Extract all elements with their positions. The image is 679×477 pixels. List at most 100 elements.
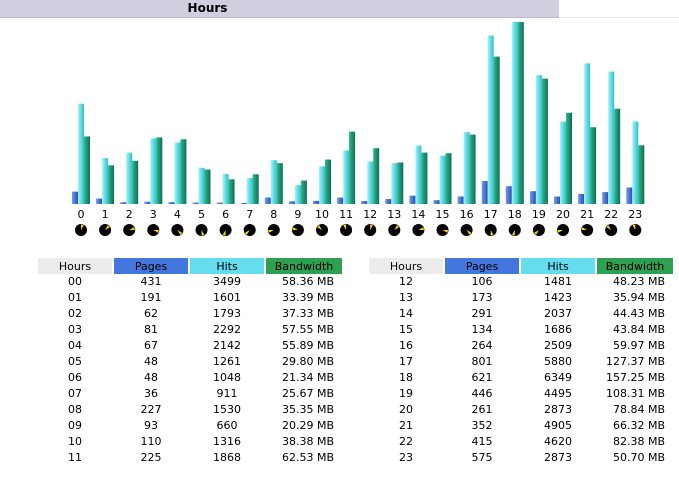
bar-bandwidth-22 <box>614 108 621 204</box>
bar-pages-9 <box>288 201 295 204</box>
hour-label-6: 6 <box>222 208 229 221</box>
bar-bandwidth-12 <box>373 148 380 204</box>
cell-hits: 5880 <box>544 355 572 368</box>
cell-hour: 07 <box>68 387 82 400</box>
cell-pages: 36 <box>144 387 158 400</box>
cell-hits: 2509 <box>544 339 572 352</box>
bar-bandwidth-14 <box>421 152 428 204</box>
cell-hits: 4905 <box>544 419 572 432</box>
clock-hand-8 <box>268 230 274 233</box>
cell-pages: 446 <box>471 387 493 400</box>
cell-bandwidth: 33.39 MB <box>281 291 334 304</box>
cell-hits: 2142 <box>213 339 241 352</box>
cell-pages: 93 <box>144 419 158 432</box>
table-row: 15 134 1686 43.84 MB <box>369 322 673 338</box>
bar-pages-4 <box>168 202 175 204</box>
clock-hand-20 <box>557 230 563 233</box>
cell-pages: 81 <box>144 323 158 336</box>
cell-hour: 12 <box>399 275 413 288</box>
clock-hand-21 <box>581 227 588 230</box>
cell-hour: 20 <box>399 403 413 416</box>
col-header-bandwidth: Bandwidth <box>597 258 673 274</box>
bar-bandwidth-11 <box>349 131 356 204</box>
bar-hits-4 <box>174 142 181 204</box>
bar-hits-20 <box>560 121 566 204</box>
cell-bandwidth: 59.97 MB <box>612 339 665 352</box>
table-row: 06 48 1048 21.34 MB <box>38 370 342 386</box>
cell-pages: 801 <box>471 355 493 368</box>
bar-bandwidth-21 <box>590 127 597 204</box>
hour-label-12: 12 <box>363 208 377 221</box>
cell-pages: 48 <box>144 355 158 368</box>
table-row: 12 106 1481 48.23 MB <box>369 274 673 290</box>
section-title: Hours <box>187 1 228 15</box>
bar-hits-18 <box>511 22 518 204</box>
bar-bandwidth-1 <box>108 165 115 204</box>
bar-bandwidth-13 <box>397 162 404 204</box>
cell-bandwidth: 58.36 MB <box>281 275 334 288</box>
bar-pages-2 <box>120 202 127 204</box>
clock-hand-16 <box>466 230 472 235</box>
cell-bandwidth: 57.55 MB <box>281 323 334 336</box>
col-header-hours: Hours <box>369 258 443 274</box>
cell-hour: 15 <box>399 323 413 336</box>
bar-pages-6 <box>216 202 223 204</box>
hour-label-10: 10 <box>315 208 329 221</box>
cell-bandwidth: 35.35 MB <box>281 403 334 416</box>
cell-hour: 02 <box>68 307 82 320</box>
clock-hand-23 <box>632 224 636 230</box>
clock-hand-6 <box>222 230 226 236</box>
table-row: 19 446 4495 108.31 MB <box>369 386 673 402</box>
table-row: 21 352 4905 66.32 MB <box>369 418 673 434</box>
cell-pages: 575 <box>471 451 493 464</box>
bar-hits-21 <box>584 63 591 205</box>
clock-hand-3 <box>153 230 159 233</box>
col-header-hours: Hours <box>38 258 112 274</box>
cell-pages: 67 <box>144 339 158 352</box>
cell-hour: 23 <box>399 451 413 464</box>
bar-bandwidth-6 <box>228 179 235 204</box>
hour-label-20: 20 <box>556 208 570 221</box>
cell-bandwidth: 38.38 MB <box>281 435 334 448</box>
cell-bandwidth: 21.34 MB <box>281 371 334 384</box>
bar-bandwidth-19 <box>541 78 548 204</box>
table-row: 16 264 2509 59.97 MB <box>369 338 673 354</box>
section-header: Hours <box>0 0 559 18</box>
clock-hand-0 <box>81 224 84 230</box>
table-row: 11 225 1868 62.53 MB <box>38 450 342 466</box>
clock-hand-4 <box>177 230 183 235</box>
bar-hits-13 <box>391 163 398 204</box>
cell-pages: 191 <box>140 291 162 304</box>
cell-pages: 110 <box>140 435 162 448</box>
bar-hits-0 <box>78 103 84 204</box>
table-row: 13 173 1423 35.94 MB <box>369 290 673 306</box>
table-row: 05 48 1261 29.80 MB <box>38 354 342 370</box>
bar-pages-13 <box>385 199 392 204</box>
table-row: 07 36 911 25.67 MB <box>38 386 342 402</box>
table-row: 14 291 2037 44.43 MB <box>369 306 673 322</box>
bar-pages-5 <box>192 202 199 204</box>
cell-hits: 1481 <box>544 275 572 288</box>
cell-hits: 1601 <box>213 291 241 304</box>
cell-bandwidth: 35.94 MB <box>612 291 665 304</box>
bar-bandwidth-9 <box>300 180 307 204</box>
bar-hits-12 <box>367 161 374 204</box>
bar-pages-22 <box>602 192 609 204</box>
cell-hits: 2873 <box>544 451 572 464</box>
cell-hour: 21 <box>399 419 413 432</box>
bar-pages-1 <box>96 198 103 204</box>
hours-table-left: Hours Pages Hits Bandwidth 00 431 3499 58.3… <box>36 258 344 466</box>
hour-label-18: 18 <box>508 208 522 221</box>
hour-label-4: 4 <box>174 208 181 221</box>
cell-bandwidth: 55.89 MB <box>281 339 334 352</box>
cell-hits: 4620 <box>544 435 572 448</box>
cell-pages: 291 <box>471 307 493 320</box>
bar-bandwidth-8 <box>276 163 283 204</box>
clock-hand-22 <box>606 225 612 230</box>
cell-bandwidth: 50.70 MB <box>612 451 665 464</box>
bar-bandwidth-20 <box>566 112 572 204</box>
table-row: 04 67 2142 55.89 MB <box>38 338 342 354</box>
cell-hour: 22 <box>399 435 413 448</box>
cell-hour: 14 <box>399 307 413 320</box>
clock-hand-12 <box>370 224 373 230</box>
